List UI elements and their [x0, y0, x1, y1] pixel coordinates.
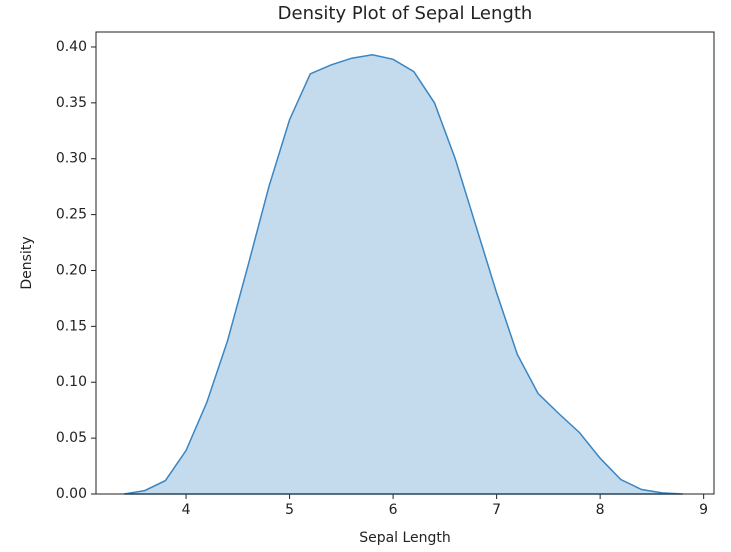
plot-frame — [95, 31, 715, 495]
x-tick-label: 6 — [389, 502, 398, 518]
y-tick-label: 0.05 — [56, 430, 87, 446]
y-tick-label: 0.25 — [56, 207, 87, 223]
x-tick-label: 9 — [699, 502, 708, 518]
y-tick-label: 0.00 — [56, 486, 87, 502]
y-tick-label: 0.20 — [56, 262, 87, 278]
y-tick-label: 0.40 — [56, 39, 87, 55]
y-tick-label: 0.15 — [56, 318, 87, 334]
chart-title: Density Plot of Sepal Length — [278, 3, 533, 24]
x-tick-label: 8 — [596, 502, 605, 518]
x-tick-label: 4 — [182, 502, 191, 518]
x-tick-label: 7 — [492, 502, 501, 518]
y-tick-label: 0.10 — [56, 374, 87, 390]
y-axis-label: Density — [19, 236, 35, 289]
y-tick-label: 0.30 — [56, 151, 87, 167]
y-tick-label: 0.35 — [56, 95, 87, 111]
x-axis-label: Sepal Length — [359, 530, 451, 546]
x-tick-label: 5 — [285, 502, 294, 518]
density-area — [123, 54, 683, 495]
